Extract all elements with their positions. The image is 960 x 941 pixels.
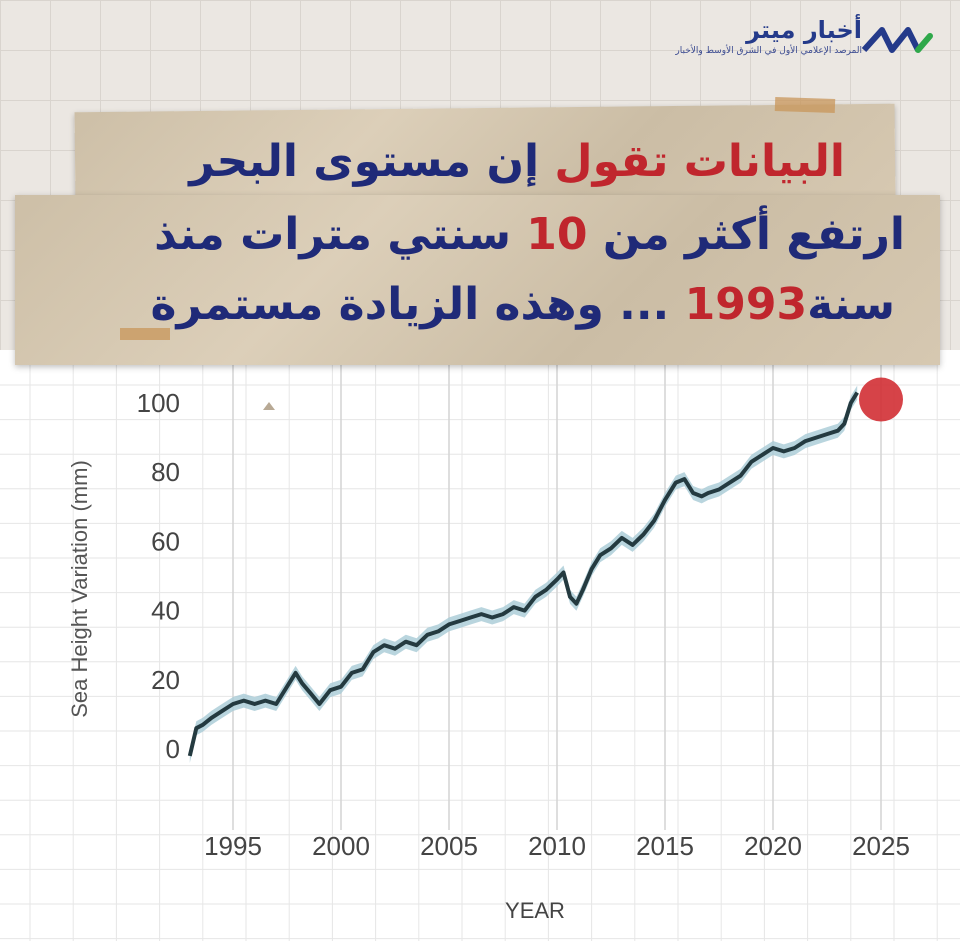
headline-3-red: 1993 bbox=[684, 279, 808, 330]
y-tick-labels: 0 20 40 60 80 100 bbox=[137, 388, 180, 764]
y-tick-label: 20 bbox=[151, 665, 180, 695]
y-tick-label: 80 bbox=[151, 457, 180, 487]
headline-1-red: البيانات تقول bbox=[554, 136, 845, 187]
marker-dot bbox=[859, 377, 903, 422]
headline-2-a: ارتفع أكثر من bbox=[602, 209, 905, 260]
sea-level-line bbox=[187, 391, 859, 757]
sea-level-series bbox=[187, 391, 859, 757]
y-tick-label: 100 bbox=[137, 388, 180, 418]
headline-3-a: سنة bbox=[807, 279, 895, 330]
x-tick-label: 2010 bbox=[528, 831, 586, 861]
brand-name: أخبار ميتر bbox=[746, 16, 862, 44]
y-axis-title: Sea Height Variation (mm) bbox=[67, 460, 92, 718]
x-tick-label: 1995 bbox=[204, 831, 262, 861]
latest-value-marker bbox=[859, 377, 903, 422]
tape-bottom-left bbox=[120, 328, 170, 340]
headline-1-blue: إن مستوى البحر bbox=[189, 136, 540, 187]
brand-logo[interactable]: أخبار ميتر المرصد الإعلامي الأول في الشر… bbox=[675, 14, 940, 62]
x-tick-label: 2020 bbox=[744, 831, 802, 861]
headline-line-1: البيانات تقول إن مستوى البحر bbox=[189, 140, 845, 184]
uncertainty-band bbox=[189, 385, 858, 763]
x-tick-label: 2005 bbox=[420, 831, 478, 861]
small-triangle-mark bbox=[263, 402, 275, 410]
y-tick-label: 0 bbox=[166, 734, 180, 764]
y-tick-label: 60 bbox=[151, 526, 180, 556]
x-tick-labels: 1995 2000 2005 2010 2015 2020 2025 bbox=[204, 402, 910, 861]
brand-mark-icon bbox=[861, 27, 933, 53]
chart-grid bbox=[0, 365, 960, 941]
x-axis-title: YEAR bbox=[505, 898, 565, 923]
headline-2-b: سنتي مترات منذ bbox=[154, 209, 511, 260]
tape-top-right bbox=[774, 96, 836, 114]
headline-3-b: ... وهذه الزيادة مستمرة bbox=[150, 279, 670, 330]
x-tick-label: 2025 bbox=[852, 831, 910, 861]
brand-tagline: المرصد الإعلامي الأول في الشرق الأوسط وا… bbox=[675, 46, 862, 56]
confidence-band bbox=[189, 385, 858, 763]
headline-2-red: 10 bbox=[526, 209, 588, 260]
x-tick-label: 2000 bbox=[312, 831, 370, 861]
y-tick-label: 40 bbox=[151, 596, 180, 626]
headline-line-3: سنة1993 ... وهذه الزيادة مستمرة bbox=[151, 283, 895, 327]
headline-line-2: ارتفع أكثر من 10 سنتي مترات منذ bbox=[154, 213, 905, 257]
x-tick-label: 2015 bbox=[636, 831, 694, 861]
